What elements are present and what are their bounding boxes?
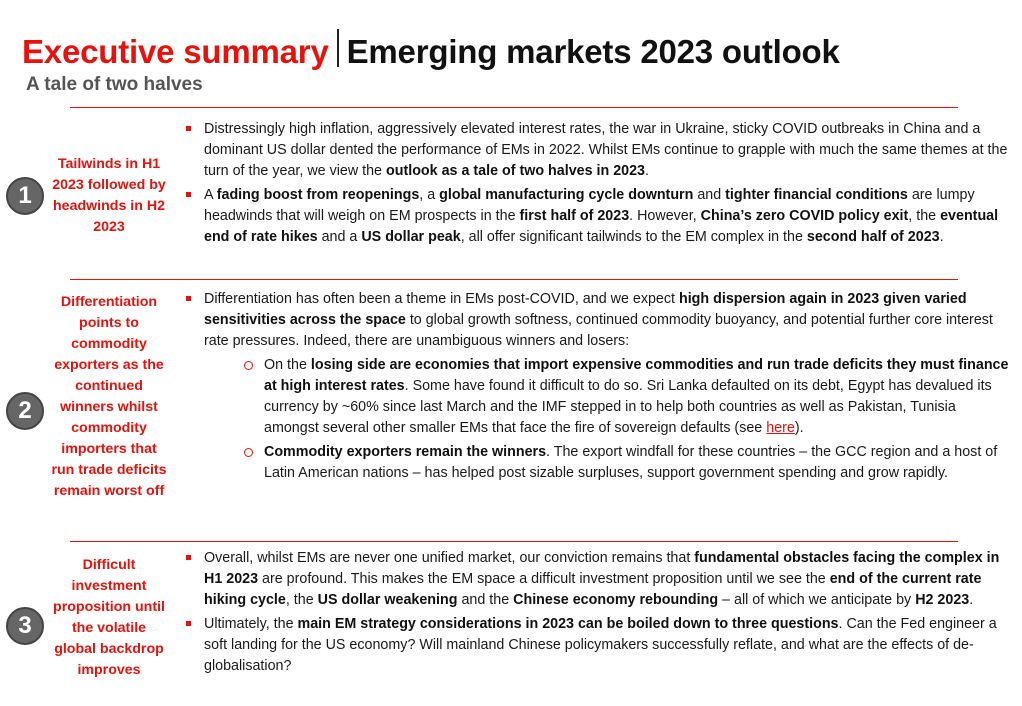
section-3-label: Difficult investment proposition until t… — [53, 557, 165, 678]
section-1-number-badge: 1 — [6, 177, 44, 215]
square-bullet-icon — [186, 296, 191, 301]
section-divider — [70, 279, 958, 280]
bullet-item: A fading boost from reopenings, a global… — [186, 185, 1014, 248]
body-text: are lumpy headwinds that will weigh on E… — [204, 187, 975, 224]
body-text: and the — [457, 592, 514, 608]
body-text: . Can the Fed engineer a soft landing fo… — [204, 616, 997, 674]
body-text: A — [204, 187, 217, 203]
bold-text: outlook as a tale of two halves in 2023 — [386, 163, 646, 179]
square-bullet-icon — [186, 555, 191, 560]
bold-text: end of the current rate hiking cycle — [204, 571, 982, 608]
body-text: . Some have found it difficult to do so.… — [264, 378, 992, 436]
body-text: and — [693, 187, 726, 203]
square-bullet-icon — [186, 621, 191, 626]
body-text: Ultimately, the — [204, 616, 298, 632]
bold-text: US dollar weakening — [317, 592, 458, 608]
bold-text: H2 2023 — [915, 592, 970, 608]
bullet-item: Differentiation has often been a theme i… — [186, 289, 1014, 352]
body-text: . — [645, 163, 649, 179]
body-text: , a — [419, 187, 440, 203]
bold-text: Chinese economy rebounding — [513, 592, 719, 608]
bullet-item: Ultimately, the main EM strategy conside… — [186, 614, 1014, 677]
sub-bullet-item: Commodity exporters remain the winners. … — [186, 442, 1014, 484]
title-divider — [336, 29, 339, 67]
body-text: and a — [317, 229, 362, 245]
bold-text: losing side are economies that import ex… — [264, 357, 1009, 394]
sub-bullet-item: On the losing side are economies that im… — [186, 355, 1014, 439]
body-text: , the — [285, 592, 318, 608]
body-text: . — [969, 592, 974, 608]
bold-text: Commodity exporters remain the winners — [264, 444, 547, 460]
body-text: are profound. This makes the EM space a … — [258, 571, 830, 587]
bullet-item: Distressingly high inflation, aggressive… — [186, 119, 1014, 182]
body-text: Differentiation has often been a theme i… — [204, 291, 679, 307]
body-text: , the — [908, 208, 941, 224]
page-subtitle: A tale of two halves — [26, 74, 203, 95]
body-text: ). — [794, 420, 804, 436]
bold-text: fundamental obstacles facing the complex… — [204, 550, 1000, 587]
body-text: to global growth softness, continued com… — [204, 312, 993, 349]
section-1-label: Tailwinds in H1 2023 followed by headwin… — [52, 156, 166, 235]
body-text: . However, — [629, 208, 701, 224]
bold-text: tighter financial conditions — [725, 187, 908, 203]
body-text: – all of which we anticipate by — [718, 592, 916, 608]
bold-text: fading boost from reopenings — [216, 187, 420, 203]
section-divider — [70, 107, 958, 108]
page-header: Executive summary Emerging markets 2023 … — [22, 24, 840, 72]
square-bullet-icon — [186, 192, 191, 197]
body-text: . The export windfall for these countrie… — [264, 444, 998, 481]
section-3-number-badge: 3 — [6, 607, 44, 645]
section-divider — [70, 541, 958, 542]
here-link[interactable]: here — [766, 420, 795, 436]
bold-text: global manufacturing cycle downturn — [439, 187, 694, 203]
bold-text: first half of 2023 — [519, 208, 630, 224]
circle-bullet-icon — [244, 448, 253, 457]
circle-bullet-icon — [244, 361, 253, 370]
section-3-content: Overall, whilst EMs are never one unifie… — [186, 548, 1014, 680]
bold-text: China’s zero COVID policy exit — [700, 208, 909, 224]
bold-text: high dispersion again in 2023 given vari… — [204, 291, 967, 328]
body-text: . — [939, 229, 944, 245]
section-2-content: Differentiation has often been a theme i… — [186, 289, 1014, 487]
body-text: On the — [264, 357, 311, 373]
section-1-content: Distressingly high inflation, aggressive… — [186, 119, 1014, 251]
bold-text: second half of 2023 — [806, 229, 940, 245]
bold-text: main EM strategy considerations in 2023 … — [297, 616, 839, 632]
bullet-item: Overall, whilst EMs are never one unifie… — [186, 548, 1014, 611]
bold-text: US dollar peak — [361, 229, 461, 245]
section-2-number-badge: 2 — [6, 392, 44, 430]
bold-text: eventual end of rate hikes — [204, 208, 999, 245]
page-title: Emerging markets 2023 outlook — [346, 33, 840, 70]
body-text: Overall, whilst EMs are never one unifie… — [204, 550, 695, 566]
body-text: Distressingly high inflation, aggressive… — [204, 121, 1008, 179]
section-2-label: Differentiation points to commodity expo… — [51, 294, 167, 499]
body-text: , all offer significant tailwinds to the… — [460, 229, 807, 245]
title-executive-summary: Executive summary — [22, 33, 329, 70]
square-bullet-icon — [186, 126, 191, 131]
